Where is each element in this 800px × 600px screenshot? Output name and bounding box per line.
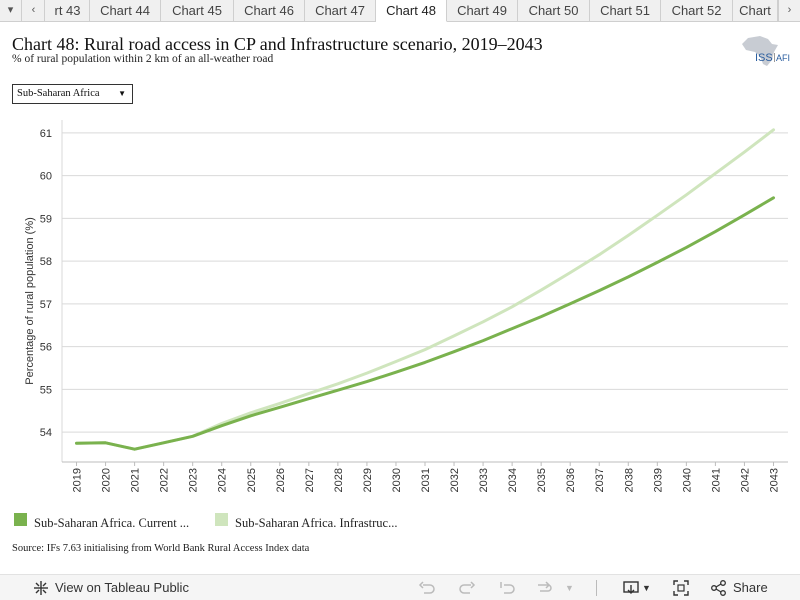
y-tick-label: 56	[40, 342, 52, 354]
x-tick-label: 2022	[159, 468, 171, 492]
tabs-prev-icon[interactable]: ‹	[23, 0, 45, 21]
x-tick-label: 2026	[275, 468, 287, 492]
x-tick-label: 2029	[362, 468, 374, 492]
legend-label-infrastructure: Sub-Saharan Africa. Infrastruc...	[235, 516, 398, 530]
undo-icon[interactable]	[418, 579, 436, 597]
source-note: Source: IFs 7.63 initialising from World…	[12, 543, 310, 554]
redo-icon[interactable]	[458, 579, 476, 597]
y-tick-label: 60	[40, 171, 52, 183]
download-icon[interactable]	[622, 579, 640, 597]
series-line-current	[75, 196, 775, 451]
tab-chart-49[interactable]: Chart 49	[447, 0, 518, 21]
x-tick-label: 2025	[246, 468, 258, 492]
revert-icon[interactable]	[498, 579, 516, 597]
x-tick-label: 2023	[188, 468, 200, 492]
x-tick-label: 2034	[507, 468, 519, 492]
y-tick-label: 57	[40, 299, 52, 311]
region-filter-dropdown[interactable]: Sub-Saharan Africa ▼	[12, 84, 133, 104]
series-line-infrastructure	[75, 128, 775, 451]
x-tick-label: 2019	[72, 468, 84, 492]
x-tick-label: 2020	[101, 468, 113, 492]
tableau-logo-icon	[34, 581, 48, 595]
x-tick-label: 2021	[130, 468, 142, 492]
chart-subtitle: % of rural population within 2 km of an …	[12, 53, 274, 65]
x-tick-label: 2043	[768, 468, 780, 492]
x-tick-label: 2028	[333, 468, 345, 492]
logo-afi-text: AFI	[776, 53, 790, 63]
tab-strip: ▾ ‹ rt 43 Chart 44 Chart 45 Chart 46 Chart 4…	[0, 0, 800, 22]
chevron-down-icon: ▼	[118, 89, 126, 98]
legend-swatch-current	[14, 513, 27, 526]
x-tick-label: 2039	[652, 468, 664, 492]
download-chevron-down-icon[interactable]: ▼	[642, 583, 651, 593]
legend-swatch-infrastructure	[215, 513, 228, 526]
y-tick-label: 55	[40, 384, 52, 396]
x-tick-label: 2024	[217, 468, 229, 492]
tabs-next-icon[interactable]: ›	[778, 0, 800, 21]
tab-chart-48[interactable]: Chart 48	[376, 0, 447, 22]
y-axis-label: Percentage of rural population (%)	[24, 217, 36, 385]
africa-map-icon	[742, 36, 778, 66]
tabs-dropdown-icon[interactable]: ▾	[0, 0, 22, 21]
x-tick-label: 2037	[594, 468, 606, 492]
share-icon	[711, 580, 726, 596]
tab-chart-44[interactable]: Chart 44	[90, 0, 161, 21]
x-tick-label: 2040	[681, 468, 693, 492]
tab-chart-50[interactable]: Chart 50	[518, 0, 590, 21]
x-tick-label: 2041	[710, 468, 722, 492]
tab-rt-43[interactable]: rt 43	[46, 0, 90, 21]
refresh-icon[interactable]	[535, 579, 553, 597]
x-tick-label: 2035	[536, 468, 548, 492]
x-tick-label: 2031	[420, 468, 432, 492]
tableau-toolbar: View on Tableau Public ▼ ▼ Share	[0, 574, 800, 600]
legend-label-current: Sub-Saharan Africa. Current ...	[34, 516, 190, 530]
view-on-tableau-label: View on Tableau Public	[55, 580, 189, 595]
x-tick-label: 2030	[391, 468, 403, 492]
chart-title: Chart 48: Rural road access in CP and In…	[12, 34, 543, 54]
x-tick-label: 2042	[739, 468, 751, 492]
tab-chart-51[interactable]: Chart 51	[590, 0, 661, 21]
y-tick-label: 59	[40, 213, 52, 225]
line-chart: 54 55 56 57 58 59 60 61 2019 2020 2021 2022 2023 2024…	[0, 112, 800, 502]
fullscreen-icon[interactable]	[672, 579, 690, 597]
tab-chart-52[interactable]: Chart 52	[661, 0, 733, 21]
toolbar-divider	[596, 580, 597, 596]
line-chart-svg: 54 55 56 57 58 59 60 61 2019 2020 2021 2022 2023 2024…	[24, 120, 788, 492]
x-tick-label: 2038	[623, 468, 635, 492]
logo-iss-text: ISS	[755, 52, 773, 64]
x-tick-label: 2036	[565, 468, 577, 492]
share-label: Share	[733, 580, 768, 595]
tab-chart-46[interactable]: Chart 46	[234, 0, 305, 21]
iss-africa-logo: ISS AFI	[738, 34, 800, 68]
x-tick-label: 2032	[449, 468, 461, 492]
tab-chart[interactable]: Chart	[733, 0, 778, 21]
y-tick-label: 54	[40, 427, 52, 439]
region-filter-value: Sub-Saharan Africa	[17, 88, 100, 99]
y-tick-label: 58	[40, 256, 52, 268]
tab-chart-47[interactable]: Chart 47	[305, 0, 376, 21]
y-tick-label: 61	[40, 128, 52, 140]
x-tick-label: 2033	[478, 468, 490, 492]
x-tick-label: 2027	[304, 468, 316, 492]
refresh-chevron-down-icon[interactable]: ▼	[565, 583, 574, 593]
tab-chart-45[interactable]: Chart 45	[161, 0, 234, 21]
